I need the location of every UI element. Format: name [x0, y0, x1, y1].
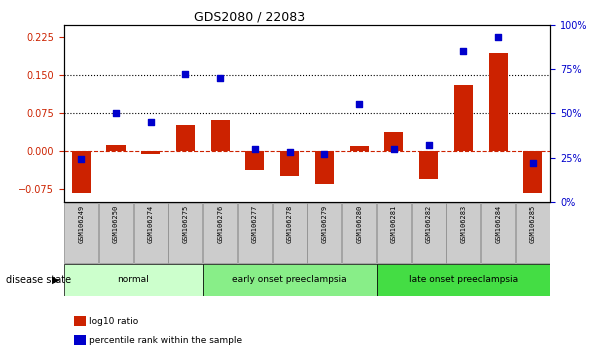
Text: disease state: disease state — [6, 275, 71, 285]
FancyBboxPatch shape — [64, 203, 98, 263]
FancyBboxPatch shape — [168, 203, 202, 263]
Bar — [419, 151, 438, 179]
Bar — [315, 151, 334, 184]
Bar — [72, 151, 91, 193]
Text: GDS2080 / 22083: GDS2080 / 22083 — [194, 11, 305, 24]
Bar — [454, 85, 473, 151]
FancyBboxPatch shape — [516, 203, 550, 263]
Bar — [106, 145, 125, 151]
FancyBboxPatch shape — [272, 203, 306, 263]
FancyBboxPatch shape — [481, 203, 515, 263]
Bar — [384, 132, 404, 151]
FancyBboxPatch shape — [203, 203, 237, 263]
Bar — [210, 120, 230, 151]
FancyBboxPatch shape — [376, 264, 550, 296]
FancyBboxPatch shape — [377, 203, 411, 263]
Bar — [489, 53, 508, 151]
Point — [458, 48, 468, 54]
Text: percentile rank within the sample: percentile rank within the sample — [89, 336, 242, 345]
Text: GSM106282: GSM106282 — [426, 205, 432, 243]
Point — [285, 149, 294, 155]
Bar — [74, 335, 86, 346]
Bar — [176, 125, 195, 151]
Text: GSM106281: GSM106281 — [391, 205, 397, 243]
Point — [215, 75, 225, 81]
Point — [424, 142, 434, 148]
FancyBboxPatch shape — [412, 203, 446, 263]
Point — [181, 72, 190, 77]
FancyBboxPatch shape — [134, 203, 168, 263]
Text: GSM106279: GSM106279 — [322, 205, 328, 243]
Bar — [246, 151, 264, 170]
Text: GSM106250: GSM106250 — [113, 205, 119, 243]
FancyBboxPatch shape — [99, 203, 133, 263]
Point — [77, 156, 86, 162]
Text: early onset preeclampsia: early onset preeclampsia — [232, 275, 347, 284]
Text: normal: normal — [117, 275, 149, 284]
Point — [146, 119, 156, 125]
Text: GSM106276: GSM106276 — [217, 205, 223, 243]
Text: GSM106283: GSM106283 — [460, 205, 466, 243]
Text: GSM106277: GSM106277 — [252, 205, 258, 243]
Point — [389, 146, 399, 152]
Point — [354, 102, 364, 107]
Text: GSM106280: GSM106280 — [356, 205, 362, 243]
Text: GSM106278: GSM106278 — [286, 205, 292, 243]
FancyBboxPatch shape — [64, 264, 203, 296]
Text: GSM106274: GSM106274 — [148, 205, 154, 243]
Bar — [350, 146, 368, 151]
Bar — [141, 151, 161, 154]
Point — [493, 34, 503, 40]
FancyBboxPatch shape — [203, 264, 376, 296]
Bar — [74, 316, 86, 326]
Point — [528, 160, 537, 166]
Bar — [280, 151, 299, 177]
FancyBboxPatch shape — [308, 203, 342, 263]
Point — [111, 110, 121, 116]
FancyBboxPatch shape — [446, 203, 480, 263]
Text: GSM106275: GSM106275 — [182, 205, 188, 243]
FancyBboxPatch shape — [238, 203, 272, 263]
Bar — [523, 151, 542, 193]
Text: log10 ratio: log10 ratio — [89, 316, 139, 326]
Text: ▶: ▶ — [52, 275, 60, 285]
Point — [250, 146, 260, 152]
Point — [320, 151, 330, 157]
Text: GSM106284: GSM106284 — [495, 205, 501, 243]
Text: GSM106285: GSM106285 — [530, 205, 536, 243]
Text: late onset preeclampsia: late onset preeclampsia — [409, 275, 518, 284]
Text: GSM106249: GSM106249 — [78, 205, 85, 243]
FancyBboxPatch shape — [342, 203, 376, 263]
